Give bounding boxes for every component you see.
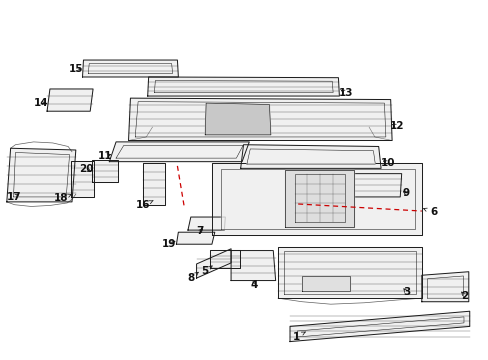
Text: 18: 18 — [54, 193, 71, 203]
Text: 11: 11 — [98, 151, 113, 161]
Polygon shape — [142, 163, 165, 206]
Text: 7: 7 — [196, 226, 203, 236]
Text: 20: 20 — [79, 165, 93, 174]
Polygon shape — [205, 103, 270, 135]
Polygon shape — [147, 77, 339, 96]
Polygon shape — [231, 251, 275, 280]
Polygon shape — [297, 317, 463, 337]
Text: 17: 17 — [7, 192, 22, 202]
Text: 3: 3 — [402, 287, 409, 297]
Text: 13: 13 — [338, 87, 353, 98]
Text: 14: 14 — [34, 98, 48, 108]
Polygon shape — [92, 159, 117, 183]
Polygon shape — [302, 276, 349, 291]
Text: 2: 2 — [460, 291, 468, 301]
Polygon shape — [211, 163, 421, 235]
Polygon shape — [348, 174, 401, 197]
Text: 12: 12 — [389, 121, 403, 131]
Polygon shape — [128, 98, 391, 140]
Polygon shape — [421, 272, 468, 302]
Polygon shape — [82, 60, 178, 77]
Polygon shape — [109, 142, 249, 162]
Polygon shape — [187, 217, 225, 230]
Polygon shape — [278, 247, 421, 298]
Text: 4: 4 — [250, 280, 257, 290]
Polygon shape — [196, 249, 231, 278]
Polygon shape — [294, 174, 345, 222]
Text: 16: 16 — [135, 201, 153, 210]
Polygon shape — [135, 102, 385, 137]
Polygon shape — [221, 169, 414, 229]
Text: 19: 19 — [161, 239, 176, 248]
Text: 8: 8 — [187, 272, 198, 283]
Polygon shape — [47, 89, 93, 111]
Text: 10: 10 — [380, 158, 395, 168]
Polygon shape — [154, 81, 332, 93]
Polygon shape — [209, 250, 239, 268]
Text: 5: 5 — [201, 266, 212, 276]
Polygon shape — [14, 153, 69, 197]
Polygon shape — [7, 148, 76, 202]
Polygon shape — [283, 251, 415, 294]
Polygon shape — [116, 145, 243, 158]
Polygon shape — [176, 232, 214, 244]
Polygon shape — [289, 311, 469, 342]
Polygon shape — [427, 276, 463, 298]
Polygon shape — [246, 149, 375, 164]
Polygon shape — [285, 170, 353, 226]
Polygon shape — [71, 161, 94, 197]
Text: 15: 15 — [68, 64, 83, 74]
Polygon shape — [88, 64, 172, 73]
Text: 9: 9 — [402, 188, 409, 198]
Text: 6: 6 — [423, 207, 437, 217]
Polygon shape — [240, 145, 380, 168]
Text: 1: 1 — [292, 332, 305, 342]
